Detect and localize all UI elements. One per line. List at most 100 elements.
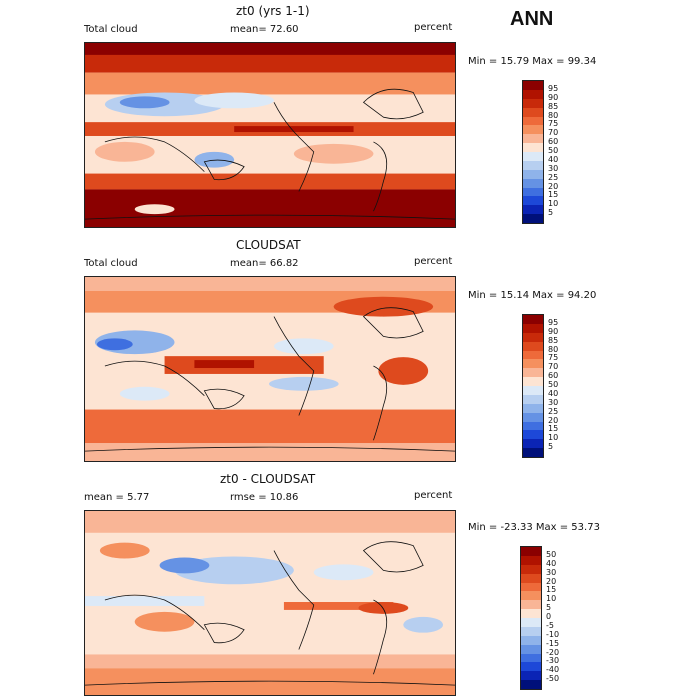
- map-svg: [85, 43, 455, 227]
- colorbar-segment: [521, 680, 541, 689]
- colorbar-segment: [523, 359, 543, 369]
- colorbar-segment: [521, 662, 541, 672]
- colorbar-segment: [523, 315, 543, 324]
- colorbar-tick-label: 70: [548, 362, 559, 372]
- panel-title: zt0 (yrs 1-1): [236, 4, 310, 18]
- colorbar-segment: [523, 178, 543, 188]
- mean-label: mean = 5.77: [84, 492, 150, 503]
- colorbar-segment: [523, 89, 543, 99]
- colorbar-segment: [523, 81, 543, 90]
- colorbar-segment: [521, 671, 541, 681]
- colorbar-segment: [523, 160, 543, 170]
- map-svg: [85, 277, 455, 461]
- colorbar-segment: [523, 152, 543, 161]
- colorbar-tick-label: 95: [548, 83, 559, 93]
- colorbar-tick-label: 90: [548, 92, 559, 102]
- colorbar-tick-label: 40: [546, 558, 557, 568]
- colorbar-segment: [521, 573, 541, 583]
- colorbar-segment: [523, 196, 543, 206]
- colorbar-tick-label: -50: [546, 674, 560, 684]
- units-label: percent: [414, 22, 453, 33]
- colorbar-segment: [521, 626, 541, 636]
- colorbar-segment: [521, 600, 541, 610]
- colorbar-segment: [521, 635, 541, 645]
- colorbar-segment: [521, 582, 541, 592]
- colorbar-tick-label: 90: [548, 326, 559, 336]
- colorbar-tick-label: 0: [546, 612, 552, 621]
- colorbar-tick-label: 95: [548, 317, 559, 327]
- mean-label: mean= 66.82: [230, 258, 299, 269]
- colorbar-tick-label: 20: [548, 415, 559, 425]
- variable-label: Total cloud: [84, 258, 138, 269]
- colorbar-segment: [521, 591, 541, 601]
- colorbar-tick-label: 15: [548, 424, 559, 434]
- colorbar-tick-label: 85: [548, 335, 559, 345]
- mean-label: mean= 72.60: [230, 24, 299, 35]
- colorbar-tick-label: 80: [548, 344, 559, 354]
- colorbar-segment: [521, 653, 541, 663]
- colorbar-segment: [523, 421, 543, 431]
- map-plot: [84, 276, 456, 462]
- map-plot: [84, 510, 456, 696]
- colorbar-tick-label: 25: [548, 172, 559, 182]
- colorbar-segment: [523, 412, 543, 422]
- colorbar: [520, 546, 542, 690]
- colorbar-tick-label: 15: [548, 190, 559, 200]
- colorbar-tick-label: -30: [546, 656, 560, 666]
- colorbar-tick-label: 25: [548, 406, 559, 416]
- colorbar-tick-label: 20: [546, 576, 557, 586]
- colorbar-segment: [521, 547, 541, 556]
- units-label: percent: [414, 490, 453, 501]
- colorbar-tick-label: 10: [548, 199, 559, 209]
- colorbar: [522, 80, 544, 224]
- colorbar-tick-label: 40: [548, 154, 559, 164]
- colorbar-segment: [521, 564, 541, 574]
- colorbar-segment: [523, 430, 543, 440]
- colorbar-segment: [523, 107, 543, 117]
- colorbar-tick-label: 50: [548, 146, 559, 155]
- colorbar-segment: [523, 169, 543, 179]
- colorbar-tick-label: -5: [546, 620, 554, 630]
- colorbar-segment: [523, 350, 543, 360]
- colorbar-tick-label: -20: [546, 647, 560, 657]
- colorbar-segment: [523, 403, 543, 413]
- colorbar-tick-label: 85: [548, 101, 559, 111]
- colorbar-tick-label: 30: [548, 397, 559, 407]
- colorbar-tick-label: 70: [548, 128, 559, 138]
- colorbar-tick-label: 60: [548, 137, 559, 147]
- minmax-label: Min = 15.14 Max = 94.20: [468, 290, 597, 301]
- colorbar-tick-label: 5: [546, 603, 552, 613]
- colorbar-segment: [523, 116, 543, 126]
- colorbar-tick-label: 80: [548, 110, 559, 120]
- colorbar-segment: [523, 448, 543, 457]
- minmax-label: Min = -23.33 Max = 53.73: [468, 522, 600, 533]
- colorbar-tick-label: 50: [546, 549, 557, 559]
- units-label: percent: [414, 256, 453, 267]
- colorbar-tick-label: 75: [548, 353, 559, 363]
- map-plot: [84, 42, 456, 228]
- map-svg: [85, 511, 455, 695]
- panel-title: CLOUDSAT: [236, 238, 301, 252]
- colorbar-segment: [523, 205, 543, 215]
- colorbar-segment: [523, 386, 543, 395]
- colorbar-segment: [523, 214, 543, 223]
- colorbar-tick-label: 75: [548, 119, 559, 129]
- colorbar: [522, 314, 544, 458]
- colorbar-segment: [521, 609, 541, 618]
- season-label: ANN: [510, 8, 554, 30]
- colorbar-segment: [521, 555, 541, 565]
- colorbar-segment: [523, 125, 543, 135]
- colorbar-segment: [523, 377, 543, 386]
- colorbar-segment: [523, 394, 543, 404]
- colorbar-segment: [523, 143, 543, 152]
- colorbar-segment: [523, 187, 543, 197]
- colorbar-segment: [523, 332, 543, 342]
- panel-title: zt0 - CLOUDSAT: [220, 472, 316, 486]
- variable-label: Total cloud: [84, 24, 138, 35]
- colorbar-segment: [521, 644, 541, 654]
- colorbar-tick-label: 5: [548, 208, 554, 218]
- colorbar-tick-label: 30: [546, 567, 557, 577]
- colorbar-tick-label: 30: [548, 163, 559, 173]
- colorbar-tick-label: -40: [546, 665, 560, 675]
- colorbar-tick-label: 60: [548, 371, 559, 381]
